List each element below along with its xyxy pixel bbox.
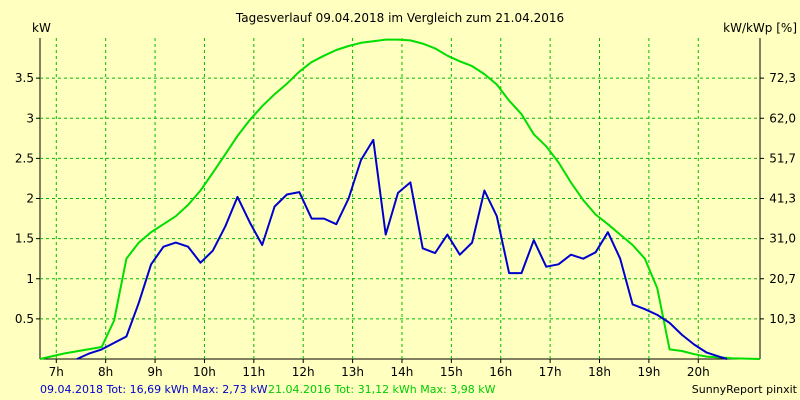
- x-tick-label: 8h: [98, 365, 113, 379]
- series-line-21-04-2016: [39, 38, 761, 360]
- y-tick-label-left: 2.5: [15, 151, 34, 165]
- series-line-09-04-2018: [76, 138, 728, 360]
- series-lines: [39, 38, 761, 360]
- y-tick-label-left: 2: [26, 192, 34, 206]
- footer-credit: SunnyReport pinxit: [692, 383, 798, 396]
- legend-series-1: 09.04.2018 Tot: 16,69 kWh Max: 2,73 kW: [40, 383, 268, 396]
- y-tick-label-left: 1.5: [15, 232, 34, 246]
- chart-title: Tagesverlauf 09.04.2018 im Vergleich zum…: [235, 11, 564, 25]
- grid: [40, 38, 760, 359]
- y-tick-label-right: 31,0: [769, 232, 796, 246]
- y-tick-label-right: 51,7: [769, 151, 796, 165]
- x-tick-label: 13h: [341, 365, 364, 379]
- x-tick-label: 18h: [588, 365, 611, 379]
- x-tick-label: 9h: [147, 365, 162, 379]
- y-axis-left-ticks: 0.5 1 1.5 2 2.5 3 3.5: [15, 71, 40, 326]
- y-tick-label-right: 72,3: [769, 71, 796, 85]
- y-tick-label-right: 10,3: [769, 312, 796, 326]
- y-tick-label-left: 0.5: [15, 312, 34, 326]
- x-tick-label: 7h: [49, 365, 64, 379]
- y-axis-right-ticks: 10,3 20,7 31,0 41,3 51,7 62,0 72,3: [760, 71, 796, 326]
- x-axis-ticks: 7h 8h 9h 10h 11h 12h 13h 14h 15h 16h 17h 18h 19h 20h: [49, 359, 710, 379]
- y-tick-label-right: 62,0: [769, 111, 796, 125]
- y-tick-label-left: 3: [26, 111, 34, 125]
- x-tick-label: 17h: [539, 365, 562, 379]
- x-tick-label: 11h: [242, 365, 265, 379]
- x-tick-label: 14h: [391, 365, 414, 379]
- x-tick-label: 10h: [193, 365, 216, 379]
- x-tick-label: 12h: [292, 365, 315, 379]
- y-axis-left-label: kW: [32, 21, 51, 35]
- x-tick-label: 19h: [637, 365, 660, 379]
- y-tick-label-right: 20,7: [769, 272, 796, 286]
- x-tick-label: 20h: [687, 365, 710, 379]
- x-tick-label: 15h: [440, 365, 463, 379]
- legend-series-2: 21.04.2016 Tot: 31,12 kWh Max: 3,98 kW: [268, 383, 496, 396]
- x-tick-label: 16h: [489, 365, 512, 379]
- y-tick-label-left: 3.5: [15, 71, 34, 85]
- y-axis-right-label: kW/kWp [%]: [723, 21, 797, 35]
- y-tick-label-right: 41,3: [769, 192, 796, 206]
- y-tick-label-left: 1: [26, 272, 34, 286]
